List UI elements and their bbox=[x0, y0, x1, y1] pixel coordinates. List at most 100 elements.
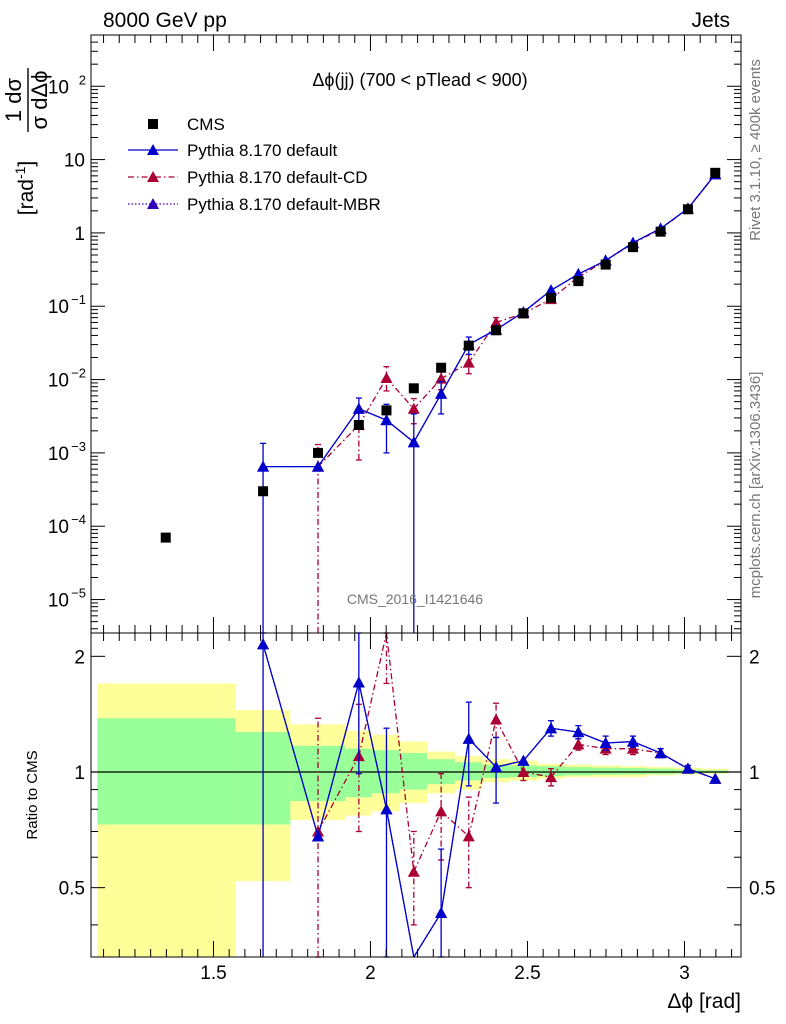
data-point bbox=[490, 761, 503, 773]
data-point bbox=[435, 387, 448, 399]
legend-marker bbox=[147, 198, 159, 209]
data-point bbox=[655, 226, 666, 237]
data-point bbox=[258, 486, 269, 497]
y-tick-label-exponent: −4 bbox=[71, 512, 86, 527]
data-point bbox=[381, 405, 392, 416]
data-point bbox=[462, 356, 475, 368]
data-point bbox=[626, 735, 639, 747]
data-point bbox=[573, 276, 584, 287]
ylabel-unit: [rad-1] bbox=[12, 161, 38, 215]
y-tick-label: 10 bbox=[48, 517, 69, 538]
data-point bbox=[463, 340, 474, 351]
data-point bbox=[545, 771, 558, 783]
series-line-segment bbox=[358, 377, 388, 426]
y-tick-label: 10 bbox=[48, 444, 69, 465]
data-point bbox=[462, 732, 475, 744]
header-beam-label: 8000 GeV pp bbox=[103, 9, 227, 32]
ratio-plot-area bbox=[91, 632, 741, 958]
data-point bbox=[517, 765, 530, 777]
data-point bbox=[408, 383, 419, 394]
data-point bbox=[312, 460, 325, 472]
x-tick-label: 3 bbox=[679, 963, 690, 984]
uncertainty-band-inner bbox=[591, 767, 620, 775]
series-line-segment bbox=[468, 719, 497, 837]
series-line-segment bbox=[317, 682, 360, 837]
analysis-name-label: CMS_2016_I1421646 bbox=[347, 591, 483, 607]
data-point bbox=[380, 372, 393, 384]
data-point bbox=[407, 865, 420, 877]
ratio-y-tick-label-right: 1 bbox=[749, 763, 760, 784]
main-plot-area bbox=[160, 167, 722, 633]
data-point bbox=[490, 713, 503, 725]
y-tick-label: 10 bbox=[48, 297, 69, 318]
data-point bbox=[572, 738, 585, 750]
series-line-segment bbox=[317, 408, 360, 467]
series-line-segment bbox=[262, 644, 319, 837]
x-tick-label: 2 bbox=[365, 963, 376, 984]
ylabel-denominator: σ dΔϕ bbox=[27, 71, 52, 130]
main-y-axis-label: 1 dσ σ dΔϕ [rad-1] bbox=[1, 68, 52, 215]
data-point bbox=[710, 167, 721, 178]
series-line-segment bbox=[578, 731, 606, 744]
data-point bbox=[599, 736, 612, 748]
series-line-segment bbox=[632, 748, 661, 754]
data-point bbox=[352, 676, 365, 688]
data-point bbox=[257, 638, 270, 650]
data-point bbox=[490, 316, 503, 328]
header-observable-label: Jets bbox=[691, 9, 730, 32]
y-tick-label-exponent: −2 bbox=[71, 366, 86, 381]
series-line-segment bbox=[522, 727, 552, 762]
legend: CMS Pythia 8.170 default Pythia 8.170 defa… bbox=[128, 115, 381, 214]
data-point bbox=[436, 362, 447, 373]
data-point bbox=[572, 726, 585, 738]
series-line-segment bbox=[358, 682, 388, 810]
series-pythia-8-170-default-cd bbox=[312, 168, 722, 633]
data-point bbox=[407, 436, 420, 448]
data-point bbox=[407, 402, 420, 414]
ratio-y-tick-label: 0.5 bbox=[59, 879, 85, 900]
series-pythia-8-170-default bbox=[257, 632, 722, 958]
y-tick-label-exponent: −5 bbox=[71, 586, 86, 601]
rivet-version-label: Rivet 3.1.10, ≥ 400k events bbox=[747, 59, 764, 241]
series-line-segment bbox=[440, 362, 470, 380]
data-point bbox=[682, 204, 693, 215]
series-pythia-8-170-default bbox=[257, 168, 722, 633]
data-point bbox=[517, 754, 530, 766]
legend-entry-label: CMS bbox=[187, 115, 225, 134]
data-point bbox=[518, 308, 529, 319]
uncertainty-band-inner bbox=[619, 767, 647, 775]
series-line-segment bbox=[578, 259, 606, 278]
ratio-y-tick-label: 2 bbox=[74, 647, 85, 668]
legend-marker bbox=[147, 144, 159, 155]
data-point bbox=[627, 242, 638, 253]
mcplots-label: mcplots.cern.ch [arXiv:1306.3436] bbox=[747, 372, 764, 599]
y-tick-label: 1 bbox=[74, 224, 85, 245]
data-point bbox=[462, 830, 475, 842]
series-line-segment bbox=[605, 740, 634, 744]
series-line-segment bbox=[632, 740, 661, 754]
ratio-y-tick-label: 1 bbox=[74, 763, 85, 784]
series-cms bbox=[160, 167, 721, 543]
data-point bbox=[546, 292, 557, 303]
series-line-segment bbox=[317, 755, 360, 832]
ratio-y-tick-label-right: 0.5 bbox=[749, 879, 775, 900]
y-tick-label: 10 bbox=[48, 591, 69, 612]
series-line-segment bbox=[495, 312, 524, 324]
y-tick-label: 10 bbox=[64, 151, 85, 172]
data-point bbox=[352, 402, 365, 414]
legend-marker bbox=[148, 119, 158, 129]
ratio-frame bbox=[90, 632, 742, 958]
data-point bbox=[491, 325, 502, 336]
data-point bbox=[353, 420, 364, 431]
y-tick-label-exponent: 2 bbox=[79, 72, 86, 87]
data-point bbox=[380, 414, 393, 426]
series-line-segment bbox=[495, 719, 524, 773]
legend-entry-label: Pythia 8.170 default-MBR bbox=[187, 195, 381, 214]
legend-entry-label: Pythia 8.170 default-CD bbox=[187, 168, 368, 187]
series-line-segment bbox=[385, 809, 415, 958]
legend-entry-label: Pythia 8.170 default bbox=[187, 141, 338, 160]
series-line-segment bbox=[413, 393, 442, 443]
